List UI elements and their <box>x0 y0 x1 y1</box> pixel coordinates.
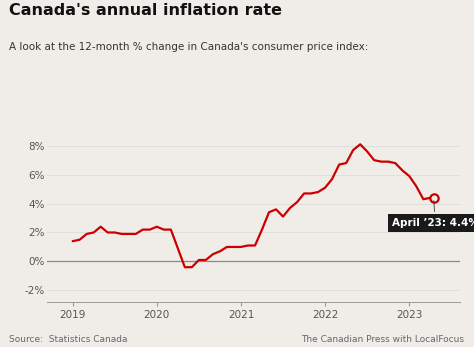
Text: Canada's annual inflation rate: Canada's annual inflation rate <box>9 3 283 18</box>
Text: A look at the 12-month % change in Canada's consumer price index:: A look at the 12-month % change in Canad… <box>9 42 369 52</box>
Text: Source:  Statistics Canada: Source: Statistics Canada <box>9 335 128 344</box>
Text: April ’23: 4.4%: April ’23: 4.4% <box>392 201 474 228</box>
Text: The Canadian Press with LocalFocus: The Canadian Press with LocalFocus <box>301 335 465 344</box>
